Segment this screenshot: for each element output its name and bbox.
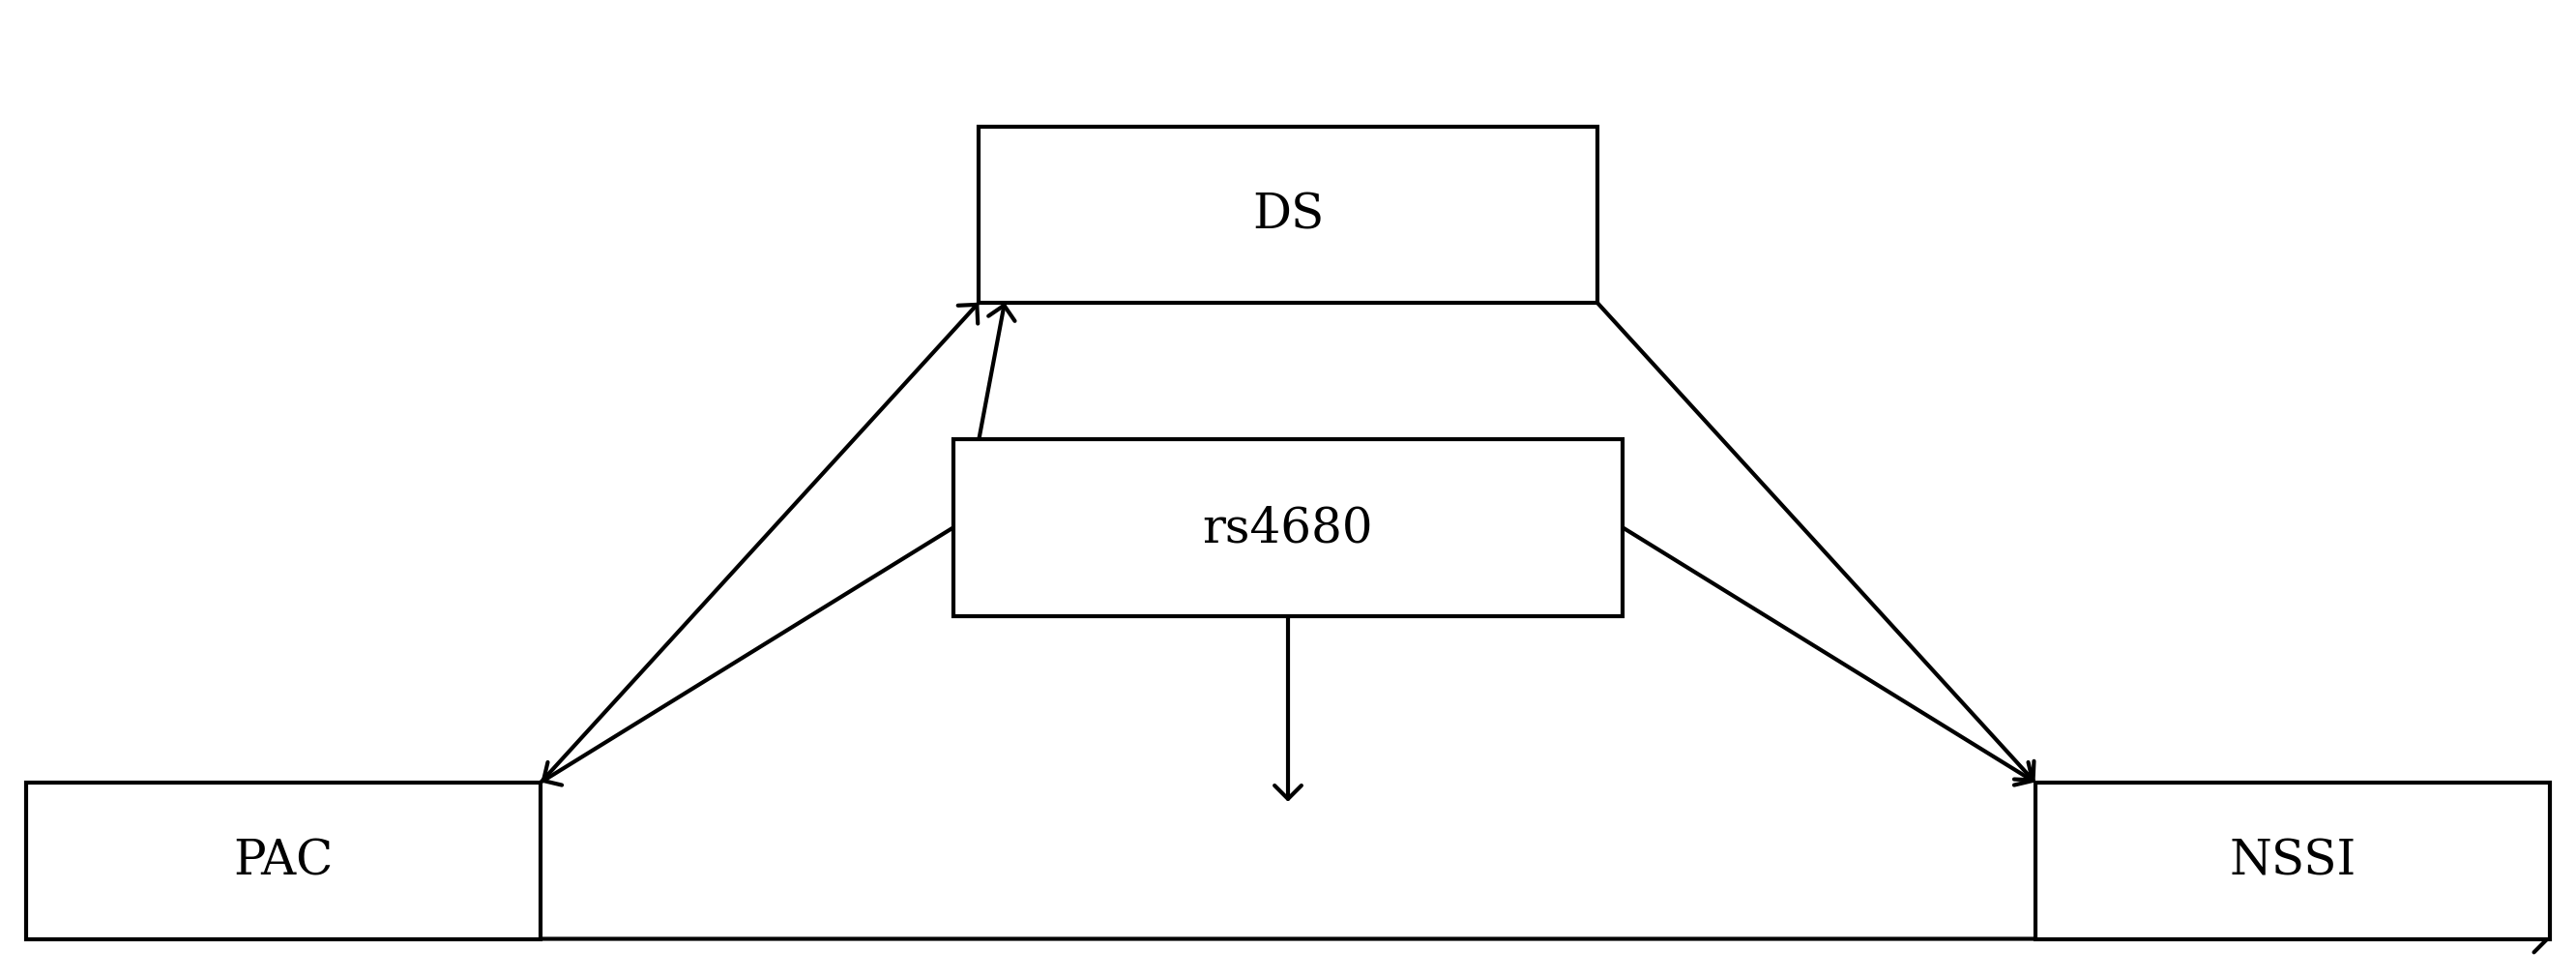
Bar (953, 440, 1623, 616)
Text: rs4680: rs4680 (1203, 505, 1373, 552)
Text: PAC: PAC (234, 837, 332, 884)
Bar (26, 782, 541, 939)
Text: DS: DS (1252, 192, 1324, 239)
Text: NSSI: NSSI (2228, 837, 2357, 884)
Bar (979, 127, 1597, 303)
Bar (2035, 782, 2550, 939)
